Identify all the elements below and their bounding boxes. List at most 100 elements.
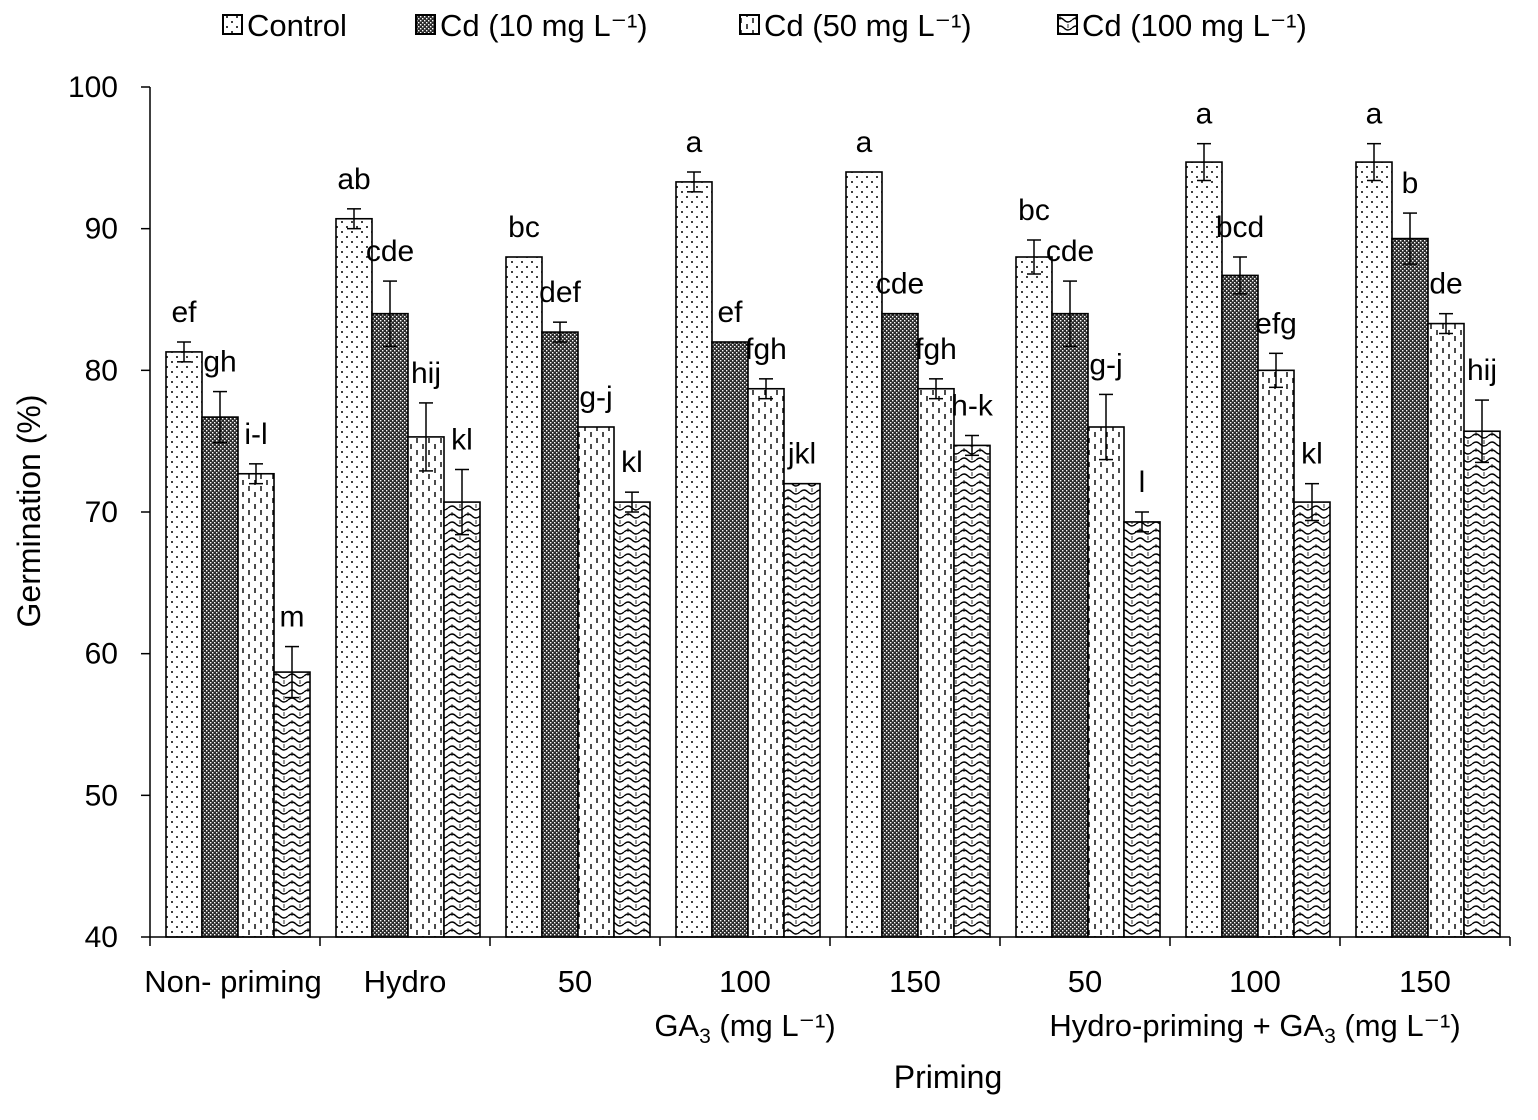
bars: ef ab bc a a bc a a gh cde def ef cde cde bcd b i-l hij g-…: [165, 98, 1501, 938]
significance-letter: l: [1139, 466, 1146, 499]
y-tick-label: 50: [85, 779, 118, 812]
significance-letter: bc: [1018, 194, 1050, 227]
significance-letter: bc: [508, 211, 540, 244]
x-category-label: Hydro: [364, 964, 447, 999]
significance-letter: ab: [337, 163, 370, 196]
x-group-label-sub: 3: [1324, 1025, 1336, 1048]
legend-label: Cd (10 mg L⁻¹): [440, 8, 648, 43]
bar: [201, 416, 239, 938]
legend-swatch: [739, 14, 760, 35]
significance-letter: g-j: [1089, 348, 1122, 381]
bar: [335, 217, 373, 938]
bar: [613, 501, 651, 938]
legend-label: Control: [247, 8, 347, 43]
x-group-label-rest: (mg L⁻¹): [711, 1008, 836, 1043]
bar: [273, 671, 311, 938]
bar: [1427, 322, 1465, 938]
legend-swatch: [415, 14, 436, 35]
legend-swatch: [222, 14, 243, 35]
bar: [953, 444, 991, 938]
bar: [165, 351, 203, 938]
bar: [711, 341, 749, 938]
significance-letter: fgh: [915, 333, 957, 366]
x-category-label: 150: [889, 964, 941, 999]
legend-label: Cd (100 mg L⁻¹): [1082, 8, 1307, 43]
legend-label: Cd (50 mg L⁻¹): [764, 8, 972, 43]
y-tick-label: 60: [85, 638, 118, 671]
bar: [1221, 274, 1259, 938]
significance-letter: fgh: [745, 333, 787, 366]
significance-letter: a: [856, 126, 873, 159]
bar: [371, 312, 409, 938]
y-axis-title: Germination (%): [11, 395, 47, 628]
significance-letter: kl: [1301, 438, 1323, 471]
significance-letter: m: [280, 601, 305, 634]
x-group-label: Hydro-priming + GA3 (mg L⁻¹): [1049, 1008, 1460, 1048]
significance-letter: efg: [1255, 307, 1297, 340]
bar: [881, 312, 919, 938]
significance-letter: hij: [1467, 354, 1497, 387]
significance-letter: ef: [171, 296, 197, 329]
y-tick-label: 90: [85, 213, 118, 246]
significance-letter: h-k: [951, 390, 994, 423]
significance-letter: i-l: [244, 418, 267, 451]
bar: [577, 426, 615, 938]
bar: [747, 387, 785, 938]
bar: [1391, 237, 1429, 938]
significance-letter: a: [1196, 98, 1213, 131]
bar: [845, 171, 883, 938]
x-group-label-main: GA: [654, 1008, 699, 1043]
significance-letter: cde: [876, 268, 924, 301]
x-category-label: Non- priming: [144, 964, 321, 999]
y-tick-label: 80: [85, 354, 118, 387]
bar: [1123, 521, 1161, 938]
legend-swatch: [1057, 14, 1078, 35]
x-axis-title: Priming: [894, 1059, 1002, 1095]
bar: [917, 387, 955, 938]
bar: [505, 256, 543, 938]
significance-letter: kl: [621, 446, 643, 479]
bar: [1015, 256, 1053, 938]
significance-letter: bcd: [1216, 211, 1264, 244]
bar: [783, 482, 821, 938]
bar: [1257, 369, 1295, 938]
significance-letter: jkl: [787, 438, 816, 471]
x-category-label: 50: [1068, 964, 1102, 999]
bar: [541, 331, 579, 938]
significance-letter: a: [686, 126, 703, 159]
significance-letter: kl: [451, 424, 473, 457]
bar: [1051, 312, 1089, 938]
bar: [1355, 161, 1393, 938]
bar: [407, 436, 445, 938]
bar: [675, 181, 713, 938]
x-category-label: 150: [1399, 964, 1451, 999]
legend: Control Cd (10 mg L⁻¹) Cd (50 mg L⁻¹) Cd (1…: [222, 8, 1307, 43]
significance-letter: gh: [203, 346, 236, 379]
significance-letter: cde: [1046, 235, 1094, 268]
bar: [237, 472, 275, 938]
x-group-label-main: Hydro-priming + GA: [1049, 1008, 1324, 1043]
y-axis: 40 50 60 70 80 90 100: [68, 71, 151, 954]
x-group-label-sub: 3: [699, 1025, 711, 1048]
x-category-label: 100: [719, 964, 771, 999]
bar: [1463, 430, 1501, 938]
x-group-label-rest: (mg L⁻¹): [1336, 1008, 1461, 1043]
significance-letter: hij: [411, 357, 441, 390]
significance-letter: cde: [366, 235, 414, 268]
bar: [1185, 161, 1223, 938]
significance-letter: g-j: [579, 381, 612, 414]
significance-letter: def: [539, 276, 581, 309]
y-tick-label: 70: [85, 496, 118, 529]
x-group-label: GA3 (mg L⁻¹): [654, 1008, 835, 1048]
x-category-label: 100: [1229, 964, 1281, 999]
bar: [1293, 501, 1331, 938]
bar: [1087, 426, 1125, 938]
y-tick-label: 40: [85, 921, 118, 954]
significance-letter: ef: [717, 296, 743, 329]
bar: [443, 501, 481, 938]
significance-letter: a: [1366, 98, 1383, 131]
x-category-label: 50: [558, 964, 592, 999]
y-tick-label: 100: [68, 71, 118, 104]
